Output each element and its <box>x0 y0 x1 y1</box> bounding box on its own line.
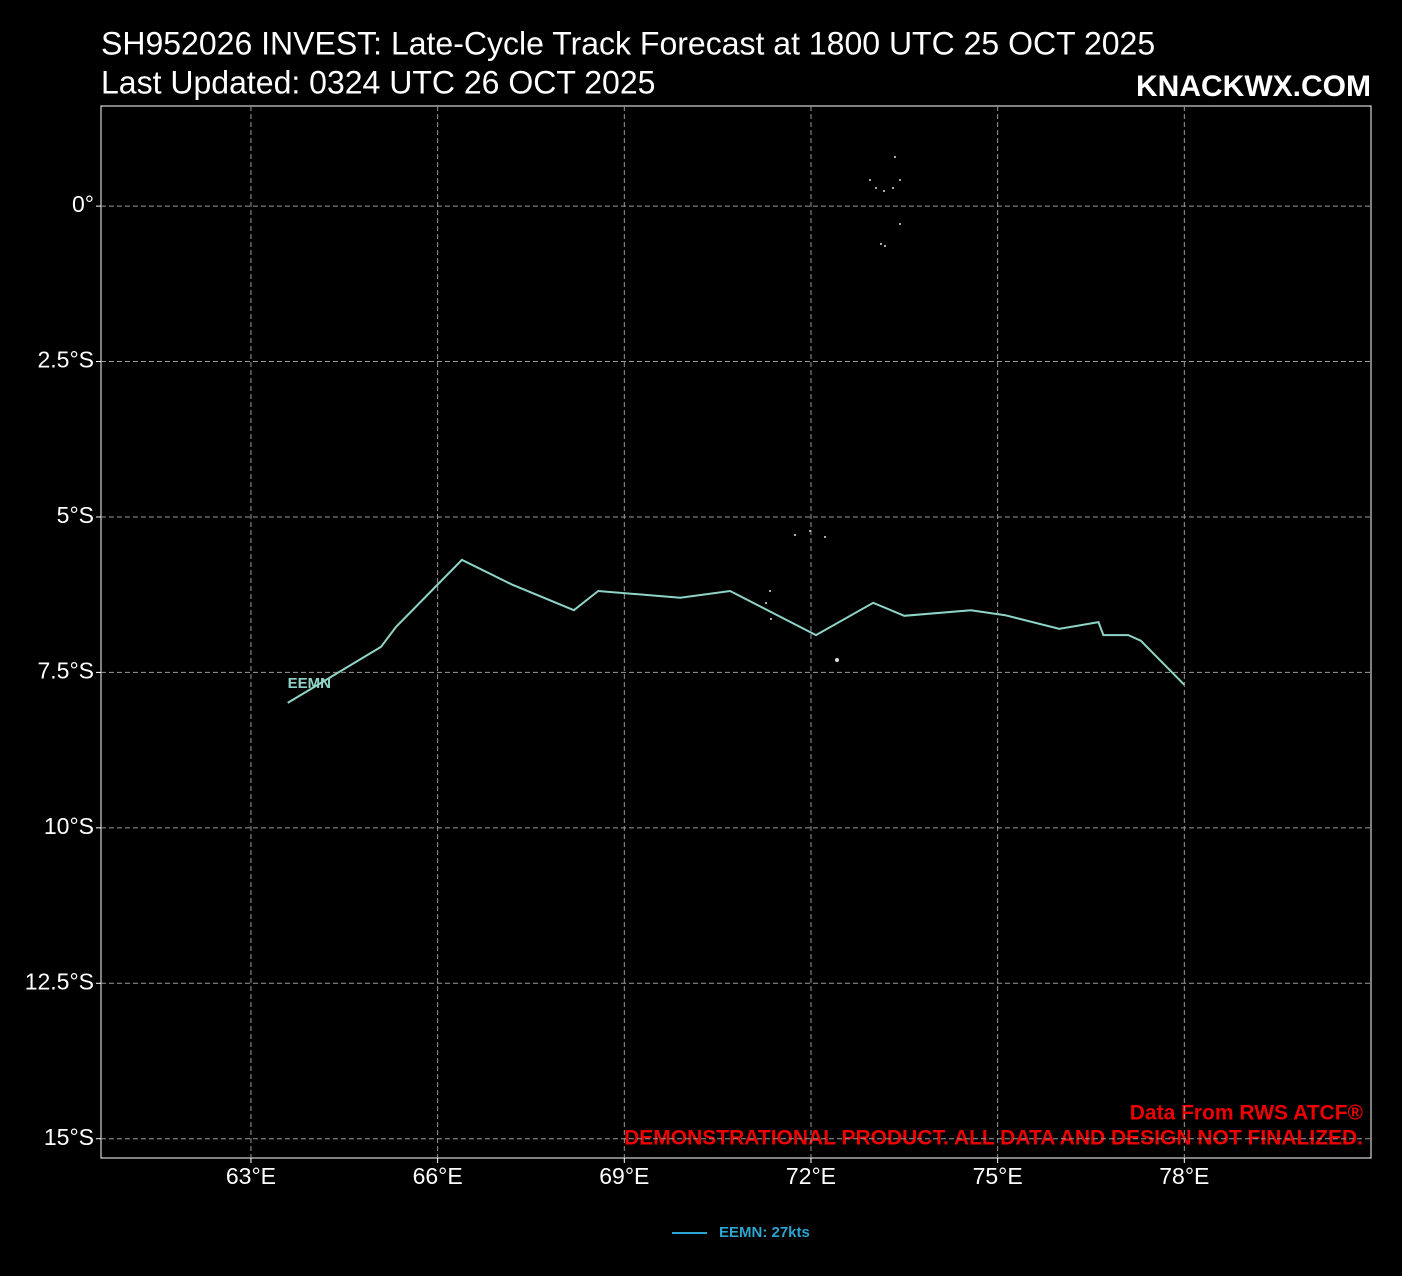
x-tick-label: 75°E <box>973 1163 1023 1189</box>
y-tick-label: 15°S <box>44 1124 94 1150</box>
track-line <box>287 558 1186 704</box>
y-tick-label: 7.5°S <box>37 657 94 683</box>
y-tick-label: 5°S <box>57 502 94 528</box>
island-outlines <box>765 156 901 662</box>
disclaimer: DEMONSTRATIONAL PRODUCT. ALL DATA AND DE… <box>624 1127 1363 1150</box>
plot-frame <box>100 105 1372 1159</box>
x-tick-label: 72°E <box>786 1163 836 1189</box>
y-tick-label: 12.5°S <box>25 968 94 994</box>
x-tick-label: 69°E <box>599 1163 649 1189</box>
chart-title: SH952026 INVEST: Late-Cycle Track Foreca… <box>101 25 1155 61</box>
source-note: Data From RWS ATCF® <box>1130 1102 1364 1125</box>
x-tick-label: 63°E <box>226 1163 276 1189</box>
x-tick-label: 66°E <box>413 1163 463 1189</box>
brand: KNACKWX.COM <box>1136 70 1371 103</box>
legend-label: EEMN: 27kts <box>719 1224 810 1241</box>
x-tick-label: 78°E <box>1159 1163 1209 1189</box>
track-label: EEMN <box>288 675 331 692</box>
y-tick-label: 0° <box>72 191 94 217</box>
y-tick-label: 2.5°S <box>37 347 94 373</box>
y-tick-label: 10°S <box>44 813 94 839</box>
chart-subtitle: Last Updated: 0324 UTC 26 OCT 2025 <box>101 64 655 100</box>
